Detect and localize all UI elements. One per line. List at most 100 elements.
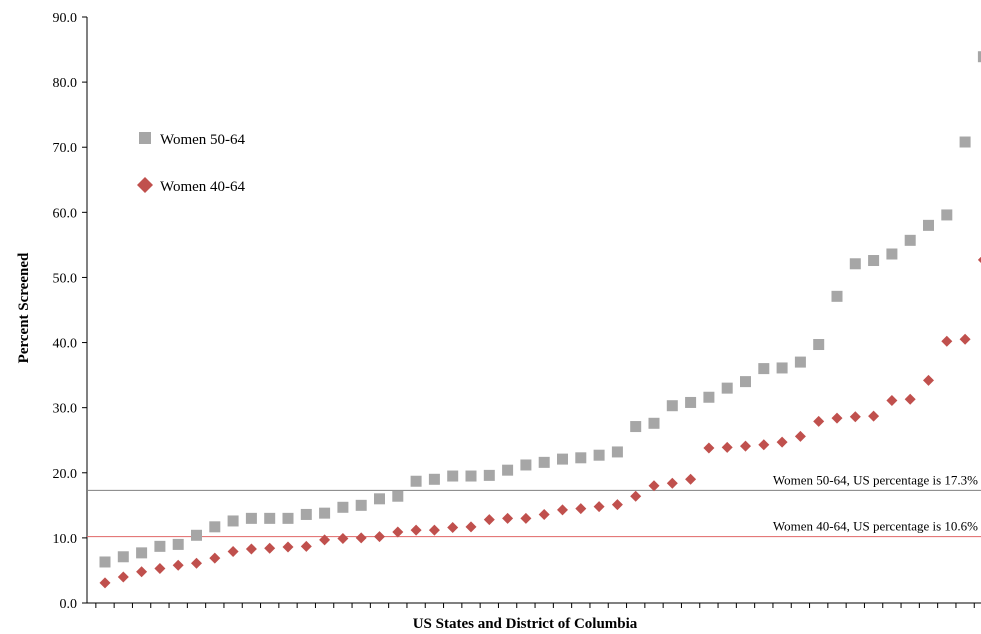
- point-square-15: [374, 493, 385, 505]
- point-square-23: [520, 459, 532, 471]
- y-axis-title: Percent Screened: [16, 252, 32, 363]
- y-tick-label: 20.0: [53, 467, 78, 482]
- point-square-36: [758, 363, 770, 375]
- point-diamond-47: [959, 333, 971, 345]
- point-square-13: [337, 501, 349, 513]
- point-square-20: [465, 470, 477, 482]
- point-diamond-41: [849, 411, 861, 423]
- point-diamond-9: [264, 542, 276, 554]
- point-diamond-38: [794, 430, 806, 442]
- point-diamond-27: [593, 501, 605, 513]
- point-square-37: [776, 362, 788, 374]
- point-square-10: [282, 512, 294, 524]
- point-diamond-13: [337, 533, 349, 545]
- point-diamond-23: [520, 512, 532, 524]
- point-square-43: [886, 248, 898, 260]
- point-diamond-45: [923, 374, 934, 386]
- point-square-25: [557, 453, 568, 465]
- point-square-14: [355, 499, 367, 511]
- point-diamond-43: [886, 395, 898, 407]
- point-square-5: [191, 529, 202, 541]
- point-square-45: [923, 219, 934, 231]
- reference-lines: Women 50-64, US percentage is 17.3% Women…: [87, 472, 981, 538]
- point-square-21: [483, 469, 495, 481]
- point-square-46: [941, 209, 953, 221]
- point-square-24: [538, 456, 550, 468]
- legend-label-women-50-64: Women 50-64: [160, 132, 246, 148]
- point-diamond-40: [831, 412, 843, 424]
- point-square-27: [593, 449, 605, 461]
- point-square-47: [959, 136, 971, 148]
- point-diamond-48: [977, 256, 981, 263]
- point-square-8: [245, 512, 257, 524]
- point-square-29: [630, 421, 642, 433]
- point-square-31: [666, 400, 678, 412]
- y-tick-label: 70.0: [53, 141, 78, 156]
- point-square-28: [611, 446, 623, 458]
- point-diamond-14: [355, 532, 367, 544]
- point-square-0: [99, 556, 111, 568]
- point-diamond-37: [776, 436, 788, 448]
- point-diamond-31: [666, 477, 678, 489]
- point-square-26: [575, 452, 587, 464]
- point-diamond-10: [282, 541, 294, 553]
- point-square-44: [904, 234, 916, 246]
- point-square-33: [703, 391, 715, 403]
- point-diamond-33: [703, 442, 715, 454]
- point-square-48: [977, 51, 981, 63]
- point-diamond-26: [575, 503, 587, 515]
- point-square-22: [502, 464, 514, 476]
- point-diamond-29: [630, 490, 642, 502]
- point-square-39: [813, 339, 825, 351]
- x-axis-title: US States and District of Columbia: [413, 616, 638, 632]
- y-tick-label: 60.0: [53, 206, 78, 221]
- legend-marker-women-50-64: [139, 132, 151, 144]
- data-points: [99, 51, 981, 589]
- point-diamond-22: [502, 512, 514, 524]
- y-tick-label: 30.0: [53, 402, 78, 417]
- point-square-11: [300, 508, 312, 520]
- y-tick-label: 50.0: [53, 271, 78, 286]
- reference-line-label-1: Women 40-64, US percentage is 10.6%: [773, 519, 978, 534]
- point-square-17: [410, 475, 422, 487]
- point-diamond-24: [538, 508, 550, 520]
- point-diamond-11: [300, 540, 312, 552]
- point-diamond-0: [99, 577, 111, 589]
- point-diamond-32: [685, 473, 697, 485]
- point-diamond-17: [410, 524, 422, 536]
- point-diamond-16: [392, 526, 404, 538]
- point-diamond-42: [868, 410, 880, 422]
- point-square-4: [172, 538, 184, 550]
- point-diamond-46: [941, 335, 953, 347]
- point-diamond-12: [319, 534, 331, 546]
- point-diamond-34: [721, 441, 733, 453]
- y-tick-label: 10.0: [53, 532, 78, 547]
- point-diamond-19: [447, 521, 459, 533]
- point-diamond-25: [557, 504, 568, 516]
- legend: Women 50-64 Women 40-64: [137, 132, 246, 195]
- point-diamond-36: [758, 439, 770, 451]
- point-square-30: [648, 417, 660, 429]
- y-ticks: 0.0 10.0 20.0 30.0 40.0 50.0 60.0 70.0 80.0 90.0: [53, 11, 87, 612]
- point-diamond-6: [209, 552, 221, 564]
- point-diamond-7: [227, 546, 239, 558]
- y-tick-label: 0.0: [60, 597, 78, 612]
- point-diamond-8: [245, 543, 257, 555]
- point-diamond-15: [374, 531, 385, 543]
- point-diamond-1: [117, 571, 129, 583]
- point-square-7: [227, 515, 239, 527]
- y-tick-label: 80.0: [53, 76, 78, 91]
- point-square-40: [831, 290, 843, 302]
- legend-marker-women-40-64: [137, 177, 153, 193]
- point-square-18: [428, 473, 440, 485]
- point-diamond-5: [191, 557, 202, 569]
- point-square-6: [209, 521, 221, 533]
- point-square-35: [740, 376, 751, 388]
- point-square-3: [154, 540, 166, 552]
- point-square-38: [794, 356, 806, 368]
- point-square-34: [721, 382, 733, 394]
- point-square-16: [392, 490, 404, 502]
- y-tick-label: 40.0: [53, 337, 78, 352]
- point-square-19: [447, 470, 459, 482]
